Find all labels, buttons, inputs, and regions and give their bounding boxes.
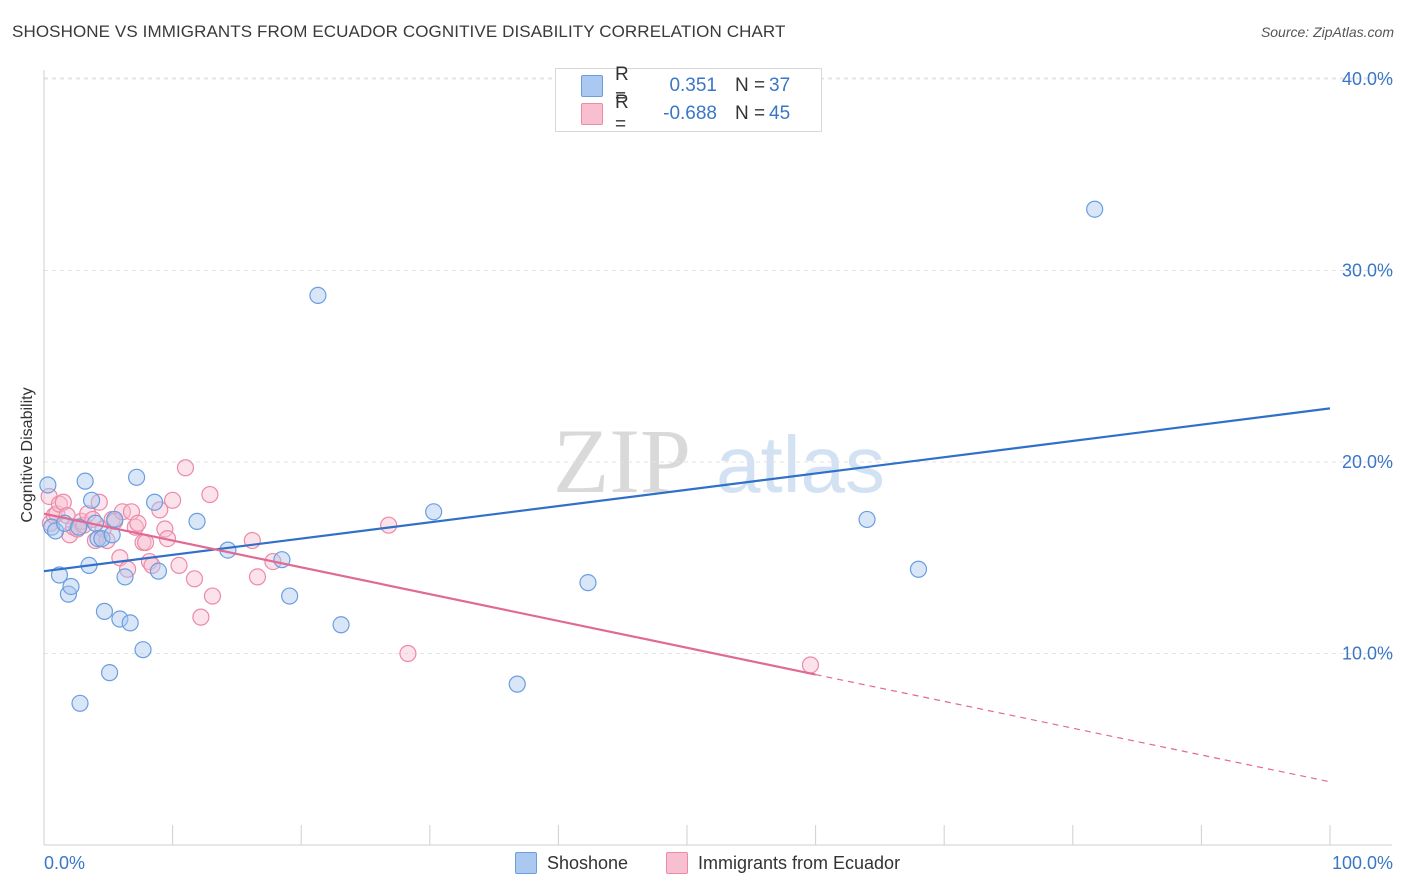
y-tick-label: 10.0% (1342, 644, 1393, 664)
shoshone-point (134, 641, 152, 659)
bottom-legend-label-shoshone: Shoshone (547, 852, 629, 873)
legend-swatch-ecuador (581, 103, 603, 125)
legend-r-label: R = (615, 64, 629, 107)
shoshone-point (116, 568, 134, 586)
shoshone-point (39, 476, 57, 494)
x-tick-label: 100.0% (1332, 853, 1393, 873)
shoshone-point (145, 493, 164, 511)
watermark-atlas: atlas (716, 420, 885, 509)
ecuador-point (164, 491, 182, 509)
legend-row-shoshone: R = 0.351 N = 37 (556, 64, 791, 107)
ecuador-point (192, 608, 210, 626)
shoshone-point (100, 664, 119, 682)
ecuador-point (203, 587, 222, 605)
shoshone-point (425, 503, 443, 521)
shoshone-point (332, 616, 350, 634)
watermark-zip: ZIP (553, 410, 691, 512)
shoshone-point (121, 614, 139, 632)
ecuador-point (801, 656, 820, 674)
legend-n-value: 45 (769, 103, 791, 124)
chart-source: Source: ZipAtlas.com (1260, 24, 1394, 40)
shoshone-point (111, 610, 129, 628)
ecuador-point (248, 568, 267, 586)
ecuador-point (399, 644, 417, 663)
shoshone-point (858, 510, 876, 529)
legend-r-value: 0.351 (669, 75, 717, 96)
bottom-legend-swatch-ecuador (666, 852, 688, 874)
shoshone-point (281, 587, 299, 605)
shoshone-point (62, 577, 80, 596)
correlation-legend: R = 0.351 N = 37 R = -0.688 N = 45 (555, 64, 822, 135)
bottom-legend-swatch-shoshone (515, 852, 537, 874)
shoshone-point (149, 562, 168, 580)
legend-r-value: -0.688 (663, 103, 717, 124)
legend-r-label: R = (615, 92, 629, 135)
bottom-legend-shoshone: Shoshone (515, 852, 628, 874)
shoshone-point (909, 560, 928, 578)
shoshone-point (70, 518, 88, 536)
legend-row-ecuador: R = -0.688 N = 45 (556, 92, 791, 135)
shoshone-point (76, 472, 94, 490)
shoshone-point (579, 574, 597, 592)
shoshone-point (188, 512, 206, 530)
shoshone-trend-line (43, 407, 1331, 573)
shoshone-point (82, 491, 101, 509)
ecuador-point (54, 493, 72, 511)
y-tick-label: 20.0% (1342, 452, 1393, 472)
ecuador-point (185, 570, 204, 588)
bottom-legend-label-ecuador: Immigrants from Ecuador (698, 852, 901, 873)
y-tick-label: 30.0% (1342, 261, 1393, 281)
shoshone-point (50, 566, 69, 584)
shoshone-point (89, 529, 107, 548)
legend-n-value: 37 (769, 75, 791, 96)
legend-n-label: N = (735, 75, 766, 96)
ecuador-trend-line-extension (815, 673, 1331, 783)
bottom-legend-ecuador: Immigrants from Ecuador (666, 852, 900, 874)
ecuador-point (176, 459, 195, 477)
x-tick-label: 0.0% (44, 853, 85, 873)
ecuador-trend-line (43, 512, 816, 676)
ecuador-point (201, 485, 219, 504)
shoshone-point (127, 468, 146, 486)
shoshone-point (508, 675, 526, 693)
ecuador-point (380, 516, 398, 534)
shoshone-point (71, 694, 89, 712)
shoshone-point (95, 602, 114, 620)
ecuador-point (156, 520, 174, 538)
ecuador-point (129, 514, 147, 532)
legend-n-label: N = (735, 103, 766, 124)
shoshone-point (309, 286, 327, 304)
y-tick-label: 40.0% (1342, 69, 1393, 89)
shoshone-point (1086, 200, 1104, 218)
legend-swatch-shoshone (581, 75, 603, 97)
shoshone-point (93, 529, 111, 548)
ecuador-point (170, 556, 188, 575)
shoshone-point (106, 510, 124, 529)
chart-title: SHOSHONE VS IMMIGRANTS FROM ECUADOR COGN… (12, 22, 786, 41)
